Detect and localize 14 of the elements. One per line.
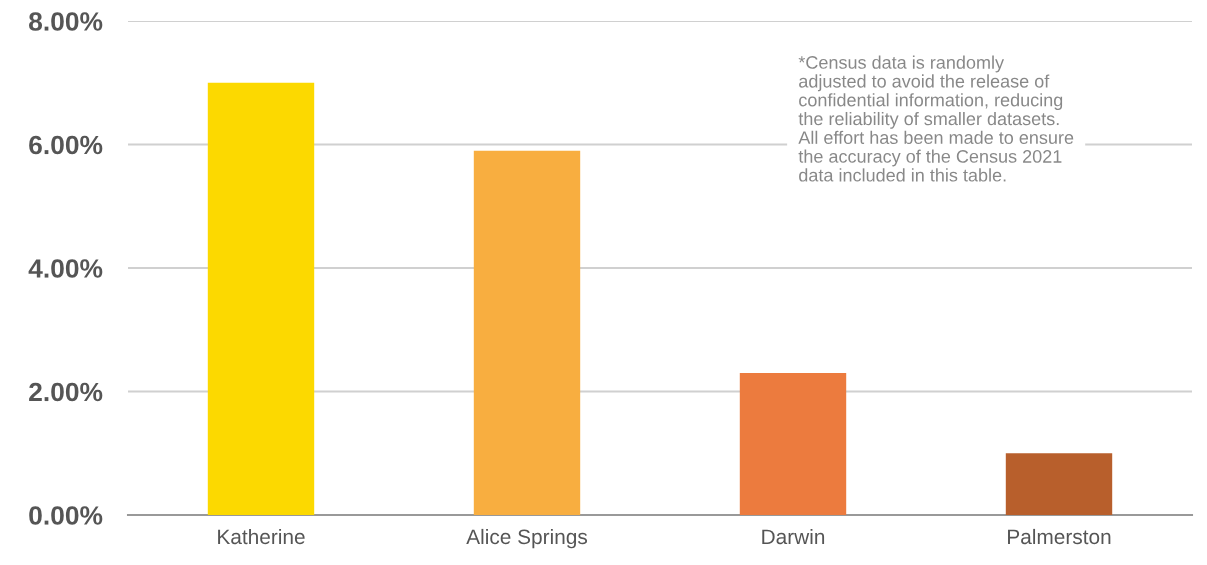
y-tick-label: 4.00% — [28, 259, 103, 278]
y-tick-label: 6.00% — [29, 135, 103, 155]
x-tick-label: Palmerston — [1008, 528, 1111, 545]
x-tick-label: Alice Springs — [466, 528, 588, 549]
bar — [473, 150, 581, 515]
x-tick-label: Darwin — [762, 528, 825, 545]
y-tick-label: 8.00% — [29, 12, 103, 31]
y-tick-label: 0.00% — [29, 506, 103, 525]
y-tick-label: 2.00% — [29, 382, 103, 402]
bar — [207, 82, 315, 515]
annotation: *Census data is randomly adjusted to avoid the release of confidential information, reducing the reliability of smaller datasets. All effort has been made to ensure the accuracy of the Census 2021 data included in this table. — [798, 55, 1074, 182]
x-tick-label: Katherine — [218, 528, 305, 545]
bar — [739, 372, 847, 515]
bar — [1005, 453, 1113, 515]
